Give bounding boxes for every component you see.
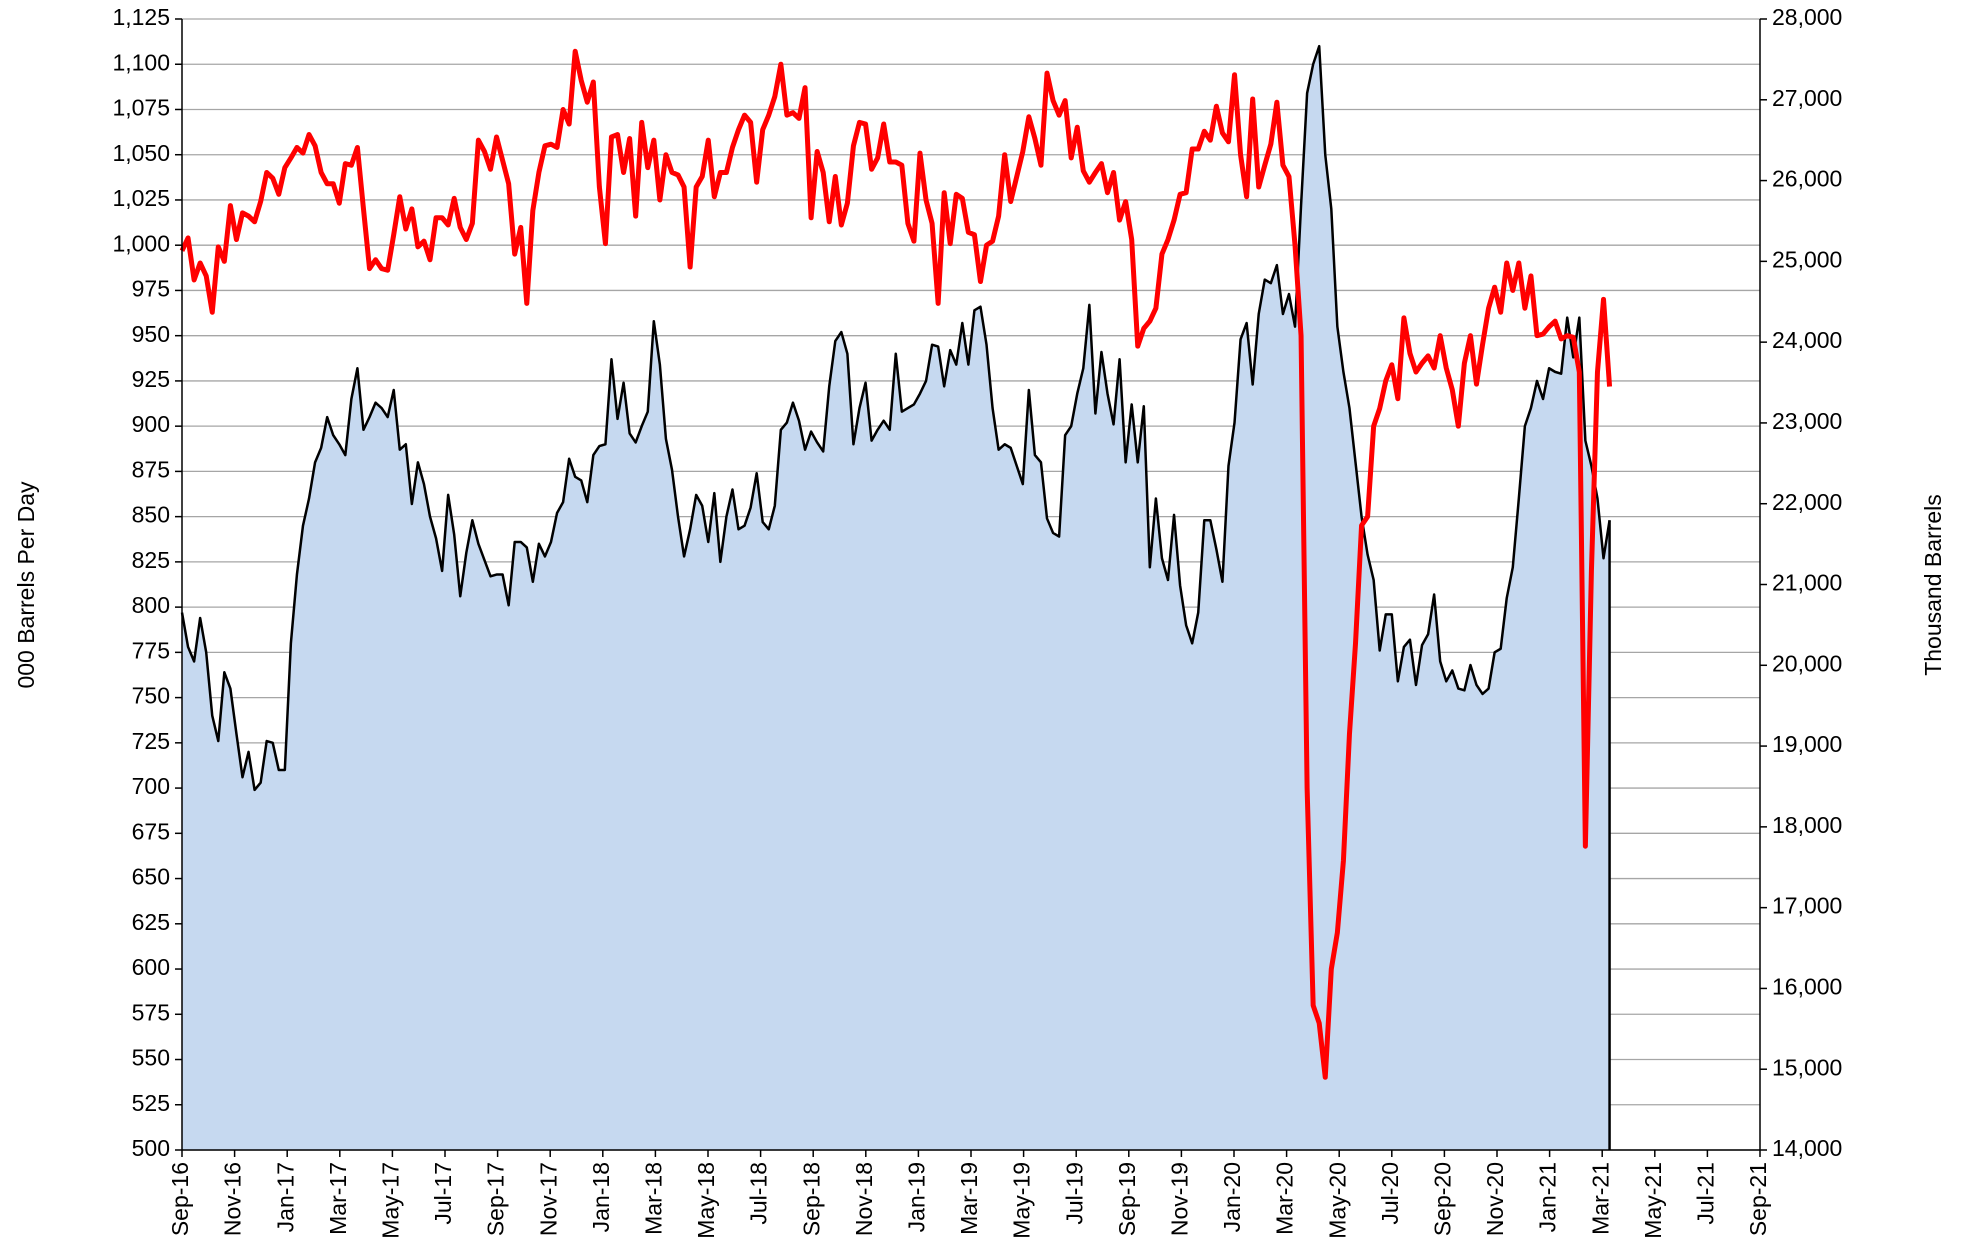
y-tick-label: 525 <box>132 1090 170 1116</box>
y-tick-label: 550 <box>132 1045 170 1071</box>
x-tick-label: May-17 <box>377 1162 403 1239</box>
x-tick-label: Mar-17 <box>325 1162 351 1235</box>
x-tick-label: Jul-19 <box>1061 1162 1087 1225</box>
y-axis-title: 000 Barrels Per Day <box>13 481 39 689</box>
y2-tick-label: 16,000 <box>1772 974 1842 1000</box>
x-tick-label: Jan-19 <box>903 1162 929 1232</box>
x-tick-label: Jan-20 <box>1219 1162 1245 1232</box>
y2-tick-label: 18,000 <box>1772 812 1842 838</box>
y2-tick-label: 26,000 <box>1772 166 1842 192</box>
y-tick-label: 1,100 <box>112 49 170 75</box>
y2-tick-label: 24,000 <box>1772 327 1842 353</box>
series-line <box>180 44 1611 792</box>
x-tick-label: Mar-21 <box>1587 1162 1613 1235</box>
y2-tick-label: 21,000 <box>1772 570 1842 596</box>
y-tick-label: 775 <box>132 637 170 663</box>
y-tick-label: 1,000 <box>112 230 170 256</box>
series-line <box>179 48 1613 1080</box>
y-tick-label: 925 <box>132 366 170 392</box>
y-tick-label: 1,050 <box>112 140 170 166</box>
y-tick-label: 950 <box>132 321 170 347</box>
y-tick-label: 825 <box>132 547 170 573</box>
x-tick-label: May-21 <box>1640 1162 1666 1239</box>
y2-tick-label: 14,000 <box>1772 1135 1842 1161</box>
x-tick-label: Nov-20 <box>1482 1162 1508 1236</box>
x-tick-label: Nov-17 <box>535 1162 561 1236</box>
x-tick-label: Sep-18 <box>798 1162 824 1236</box>
x-tick-label: Jul-20 <box>1377 1162 1403 1225</box>
y-tick-label: 875 <box>132 456 170 482</box>
x-tick-label: May-18 <box>693 1162 719 1239</box>
y-tick-label: 625 <box>132 909 170 935</box>
x-tick-label: Nov-16 <box>220 1162 246 1236</box>
area-fill <box>182 46 1610 1150</box>
y-tick-label: 800 <box>132 592 170 618</box>
y-tick-label: 750 <box>132 683 170 709</box>
y-tick-label: 675 <box>132 818 170 844</box>
x-tick-label: Jan-18 <box>588 1162 614 1232</box>
x-tick-label: Sep-20 <box>1429 1162 1455 1236</box>
x-tick-label: Sep-21 <box>1745 1162 1771 1236</box>
x-tick-label: Jan-21 <box>1535 1162 1561 1232</box>
y2-axis-title: Thousand Barrels <box>1920 494 1946 676</box>
x-tick-label: Jul-21 <box>1692 1162 1718 1225</box>
y-tick-label: 1,125 <box>112 4 170 30</box>
x-tick-label: Mar-19 <box>956 1162 982 1235</box>
y2-tick-label: 20,000 <box>1772 650 1842 676</box>
y-tick-label: 700 <box>132 773 170 799</box>
y2-tick-label: 27,000 <box>1772 85 1842 111</box>
x-tick-label: Nov-19 <box>1166 1162 1192 1236</box>
x-tick-label: Jan-17 <box>272 1162 298 1232</box>
y2-tick-label: 25,000 <box>1772 246 1842 272</box>
y-tick-label: 725 <box>132 728 170 754</box>
y-tick-label: 1,075 <box>112 95 170 121</box>
y-tick-label: 650 <box>132 864 170 890</box>
y2-tick-label: 15,000 <box>1772 1054 1842 1080</box>
x-tick-label: Sep-19 <box>1114 1162 1140 1236</box>
y2-tick-label: 28,000 <box>1772 4 1842 30</box>
y-tick-label: 575 <box>132 999 170 1025</box>
x-tick-label: Jul-18 <box>746 1162 772 1225</box>
x-tick-label: Sep-16 <box>167 1162 193 1236</box>
x-tick-label: Mar-20 <box>1272 1162 1298 1235</box>
x-tick-label: Mar-18 <box>640 1162 666 1235</box>
y-tick-label: 1,025 <box>112 185 170 211</box>
y-tick-label: 975 <box>132 276 170 302</box>
y-tick-label: 600 <box>132 954 170 980</box>
y-tick-label: 500 <box>132 1135 170 1161</box>
x-tick-label: May-19 <box>1009 1162 1035 1239</box>
y2-tick-label: 22,000 <box>1772 489 1842 515</box>
y2-tick-label: 23,000 <box>1772 408 1842 434</box>
y-tick-label: 900 <box>132 411 170 437</box>
y2-tick-label: 17,000 <box>1772 893 1842 919</box>
x-tick-label: May-20 <box>1324 1162 1350 1239</box>
y-tick-label: 850 <box>132 502 170 528</box>
x-tick-label: Sep-17 <box>483 1162 509 1236</box>
x-tick-label: Nov-18 <box>851 1162 877 1236</box>
x-tick-label: Jul-17 <box>430 1162 456 1225</box>
y2-tick-label: 19,000 <box>1772 731 1842 757</box>
